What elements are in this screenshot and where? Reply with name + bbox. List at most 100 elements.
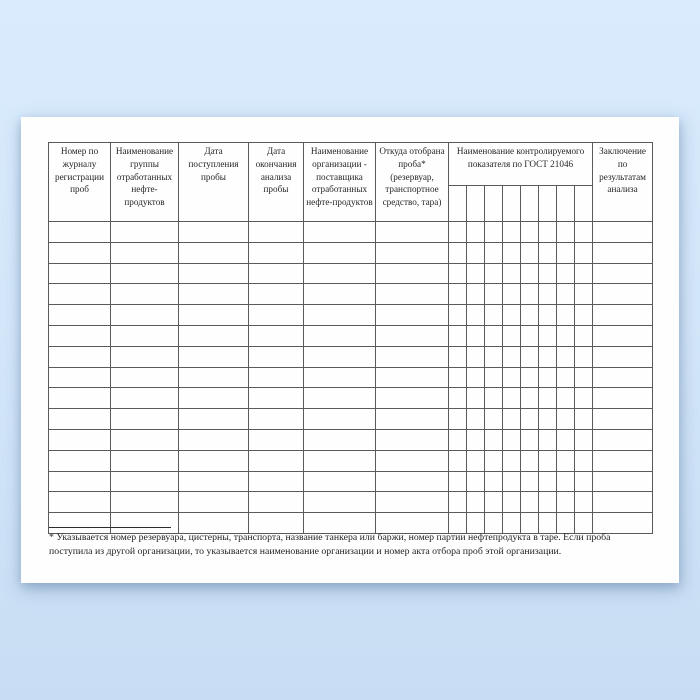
table-cell — [592, 387, 654, 410]
table-cell — [573, 262, 594, 285]
table-cell — [484, 428, 503, 451]
table-cell — [375, 345, 449, 368]
table-cell — [248, 221, 304, 243]
table-row — [48, 324, 654, 347]
table-cell — [248, 449, 304, 472]
table-cell — [48, 262, 111, 285]
table-cell — [48, 345, 111, 368]
table-cell — [466, 428, 485, 451]
table-cell — [502, 366, 521, 389]
table-cell — [303, 304, 376, 326]
table-cell — [592, 491, 654, 514]
table-cell — [248, 366, 304, 389]
table-cell — [592, 283, 654, 306]
table-cell — [520, 324, 539, 347]
table-cell — [466, 324, 485, 347]
table-cell — [375, 470, 449, 493]
table-row — [48, 428, 654, 451]
table-cell — [448, 324, 467, 347]
footnote-rule — [49, 527, 171, 528]
table-cell — [375, 304, 449, 326]
table-cell — [592, 428, 654, 451]
table-cell — [110, 324, 179, 347]
table-cell — [248, 387, 304, 410]
table-cell — [573, 241, 594, 264]
table-cell — [178, 221, 249, 243]
table-cell — [538, 304, 557, 326]
table-cell — [484, 449, 503, 472]
table-cell — [178, 387, 249, 410]
table-row — [48, 366, 654, 389]
table-cell — [448, 449, 467, 472]
gost-subheader-row — [49, 185, 653, 222]
table-cell — [248, 283, 304, 306]
table-cell — [110, 304, 179, 326]
table-cell — [502, 470, 521, 493]
table-cell — [484, 491, 503, 514]
table-cell — [448, 366, 467, 389]
table-cell — [592, 304, 654, 326]
table-cell — [48, 221, 111, 243]
table-cell — [520, 428, 539, 451]
table-cell — [448, 408, 467, 430]
table-cell — [110, 262, 179, 285]
table-row — [48, 491, 654, 514]
table-cell — [520, 304, 539, 326]
table-cell — [592, 345, 654, 368]
table-cell — [538, 491, 557, 514]
table-cell — [448, 345, 467, 368]
table-cell — [502, 221, 521, 243]
table-cell — [375, 387, 449, 410]
table-cell — [178, 283, 249, 306]
table-cell — [466, 283, 485, 306]
table-cell — [502, 408, 521, 430]
table-cell — [520, 283, 539, 306]
table-cell — [303, 408, 376, 430]
table-cell — [248, 262, 304, 285]
table-cell — [303, 449, 376, 472]
table-cell — [484, 345, 503, 368]
table-cell — [248, 491, 304, 514]
table-cell — [573, 221, 594, 243]
table-cell — [375, 221, 449, 243]
table-cell — [110, 428, 179, 451]
table-cell — [592, 470, 654, 493]
table-cell — [303, 470, 376, 493]
table-cell — [502, 387, 521, 410]
table-cell — [538, 324, 557, 347]
table-cell — [573, 366, 594, 389]
table-cell — [178, 428, 249, 451]
table-cell — [375, 408, 449, 430]
table-cell — [375, 283, 449, 306]
table-cell — [375, 428, 449, 451]
table-cell — [520, 491, 539, 514]
table-cell — [573, 491, 594, 514]
table-cell — [484, 304, 503, 326]
table-cell — [484, 241, 503, 264]
table-cell — [110, 387, 179, 410]
table-row — [48, 283, 654, 306]
table-cell — [375, 491, 449, 514]
table-row — [48, 387, 654, 410]
table-cell — [502, 324, 521, 347]
table-cell — [484, 262, 503, 285]
table-cell — [502, 304, 521, 326]
table-cell — [538, 449, 557, 472]
table-cell — [538, 241, 557, 264]
table-header-row: Номер по журналу регистрации проб Наимен… — [48, 142, 654, 222]
table-cell — [375, 324, 449, 347]
table-cell — [178, 491, 249, 514]
table-cell — [178, 262, 249, 285]
table-cell — [484, 221, 503, 243]
table-cell — [110, 491, 179, 514]
table-cell — [556, 408, 575, 430]
table-cell — [484, 324, 503, 347]
table-cell — [573, 324, 594, 347]
table-cell — [556, 366, 575, 389]
table-cell — [448, 491, 467, 514]
table-cell — [556, 241, 575, 264]
table-cell — [592, 366, 654, 389]
table-cell — [248, 241, 304, 264]
table-cell — [448, 283, 467, 306]
document-page: Номер по журналу регистрации проб Наимен… — [21, 117, 679, 583]
